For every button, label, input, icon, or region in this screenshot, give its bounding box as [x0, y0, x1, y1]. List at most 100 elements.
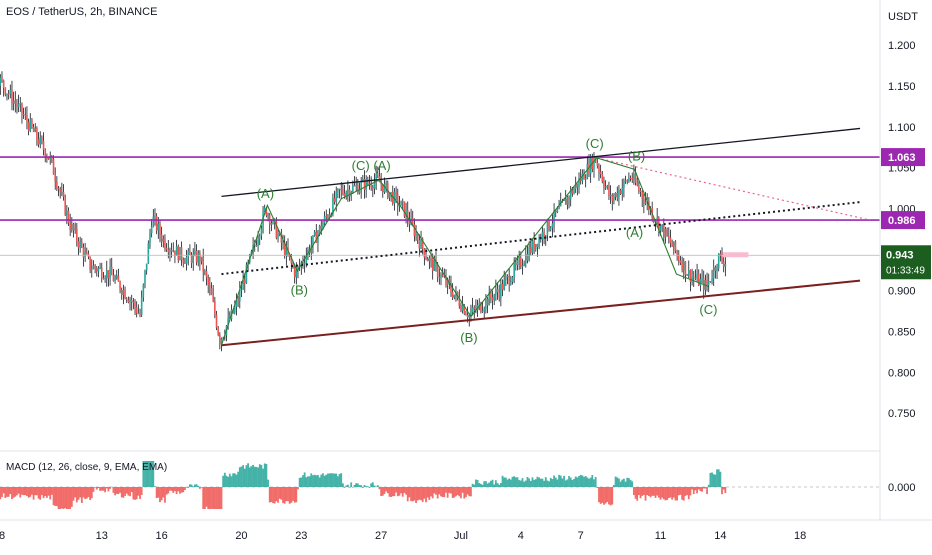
- candle-body: [302, 262, 304, 264]
- candles: [0, 71, 727, 352]
- macd-histogram-bar: [661, 487, 664, 498]
- macd-histogram-bar: [160, 487, 163, 501]
- candle-body: [516, 260, 519, 265]
- candle-body: [440, 274, 442, 278]
- candle-body: [549, 227, 552, 230]
- macd-histogram-bar: [652, 487, 655, 496]
- macd-histogram-bar: [248, 467, 251, 487]
- macd-histogram-bar: [677, 487, 680, 496]
- candle-body: [380, 182, 382, 185]
- candle-body: [82, 247, 85, 258]
- candle-body: [47, 157, 50, 160]
- macd-histogram-bar: [303, 472, 306, 487]
- candle-body: [164, 238, 166, 249]
- candle-body: [157, 223, 160, 231]
- macd-histogram-bar: [119, 487, 121, 493]
- macd-histogram-bar: [310, 473, 313, 487]
- candle-body: [140, 297, 143, 316]
- candle-body: [711, 278, 713, 282]
- macd-histogram-bar: [11, 487, 13, 500]
- candle-body: [340, 189, 343, 191]
- macd-histogram-bar: [433, 487, 436, 494]
- candle-body: [500, 283, 502, 298]
- candle-body: [465, 313, 467, 316]
- candle-body: [124, 289, 126, 299]
- candle-body: [581, 173, 584, 181]
- candle-body: [406, 210, 409, 220]
- macd-histogram-bar: [99, 487, 102, 491]
- candle-body: [353, 185, 356, 187]
- candle-body: [365, 178, 367, 191]
- macd-histogram-bar: [694, 487, 697, 491]
- macd-histogram-bar: [646, 487, 649, 496]
- candle-body: [160, 234, 163, 242]
- candle-body: [297, 266, 299, 270]
- macd-histogram-bar: [717, 469, 720, 487]
- wave-label: (B): [460, 330, 477, 345]
- candle-body: [107, 270, 110, 279]
- macd-histogram-bar: [566, 479, 569, 487]
- candle-body: [564, 199, 567, 205]
- macd-histogram-bar: [571, 479, 574, 487]
- macd-histogram-bar: [253, 466, 256, 487]
- candle-body: [724, 264, 727, 267]
- macd-indicator-label[interactable]: MACD (12, 26, close, 9, EMA, EMA): [6, 462, 168, 473]
- macd-histogram-bar: [480, 483, 482, 487]
- wave-label: (B): [628, 148, 645, 163]
- candle-body: [325, 216, 328, 218]
- candle-body: [396, 194, 399, 207]
- macd-histogram-bar: [448, 487, 451, 493]
- candle-body: [701, 277, 703, 280]
- candle-body: [653, 218, 655, 221]
- macd-histogram-bar: [295, 487, 298, 503]
- candle-body: [461, 305, 464, 311]
- candle-body: [546, 220, 549, 236]
- macd-histogram-bar: [265, 463, 268, 487]
- macd-histogram-bar: [632, 487, 635, 496]
- candle-body: [694, 277, 697, 279]
- macd-histogram-bar: [659, 487, 662, 500]
- macd-histogram-bar: [26, 487, 28, 497]
- macd-histogram-bar: [139, 487, 141, 500]
- candle-body: [9, 89, 12, 95]
- macd-histogram-bar: [712, 474, 715, 487]
- macd-histogram-bar: [16, 487, 18, 496]
- macd-histogram-bar: [368, 487, 371, 488]
- macd-histogram-bar: [307, 476, 309, 487]
- macd-histogram-bar: [9, 487, 12, 495]
- candle-body: [237, 300, 239, 302]
- candle-body: [149, 233, 151, 244]
- price-tick-label: 1.200: [888, 40, 916, 52]
- macd-histogram-bar: [611, 487, 614, 505]
- macd-histogram-bar: [426, 487, 429, 498]
- candle-body: [618, 190, 620, 198]
- candle-body: [327, 216, 329, 218]
- macd-histogram-bar: [150, 461, 153, 487]
- macd-histogram-bar: [573, 478, 575, 487]
- macd-histogram-bar: [360, 485, 363, 487]
- candle-body: [337, 189, 339, 192]
- candle-body: [663, 224, 665, 238]
- candle-body: [210, 288, 213, 295]
- macd-histogram-bar: [618, 478, 620, 487]
- candle-body: [42, 141, 45, 150]
- macd-histogram-bar: [237, 471, 240, 487]
- macd-histogram-bar: [60, 487, 63, 509]
- candle-body: [714, 267, 717, 271]
- candle-body: [61, 192, 63, 194]
- macd-histogram-bar: [692, 487, 695, 494]
- candle-body: [86, 251, 88, 254]
- macd-histogram-bar: [105, 487, 108, 489]
- candle-body: [6, 93, 8, 95]
- candle-body: [312, 235, 314, 246]
- candle-body: [596, 162, 599, 166]
- macd-histogram-bar: [218, 487, 221, 509]
- symbol-title: EOS / TetherUS, 2h, BINANCE: [6, 6, 158, 18]
- macd-histogram-bar: [165, 487, 168, 495]
- macd-histogram-bar: [67, 487, 70, 509]
- wave-label: (C) (A): [352, 158, 391, 173]
- macd-histogram-bar: [461, 487, 464, 493]
- macd-histogram-bar: [273, 487, 276, 504]
